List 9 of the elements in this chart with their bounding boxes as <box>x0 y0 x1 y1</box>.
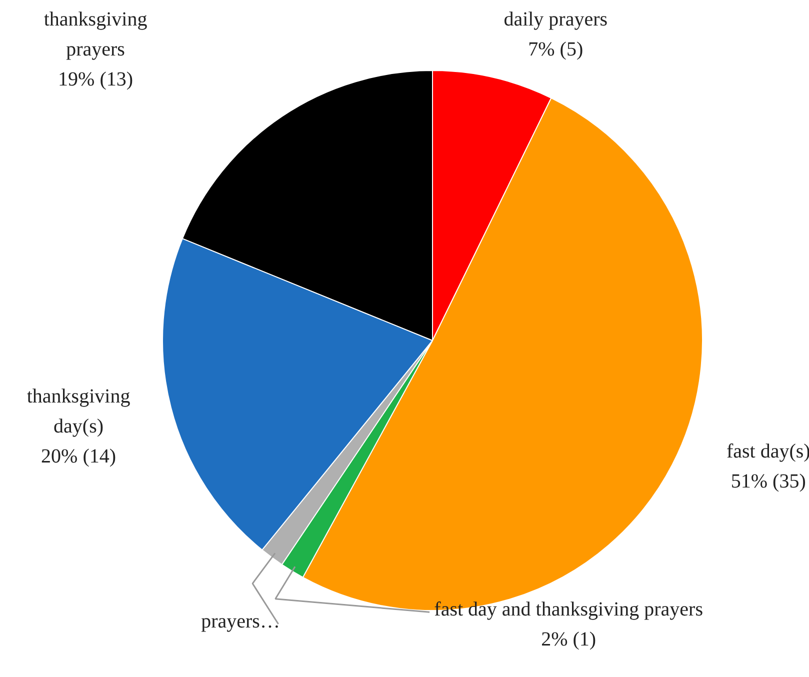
slice-label: thanksgiving prayers <box>44 8 148 60</box>
slice-label: daily prayers <box>504 8 608 30</box>
data-label: 19% (13) <box>58 68 134 90</box>
data-label: 2% (1) <box>541 628 596 651</box>
slice-label: prayers… <box>201 610 280 632</box>
data-label: 20% (14) <box>41 446 116 468</box>
data-label: 51% (35) <box>730 470 806 492</box>
slice-label: thanksgiving day(s) <box>26 386 130 438</box>
data-label: 7% (5) <box>528 38 584 60</box>
